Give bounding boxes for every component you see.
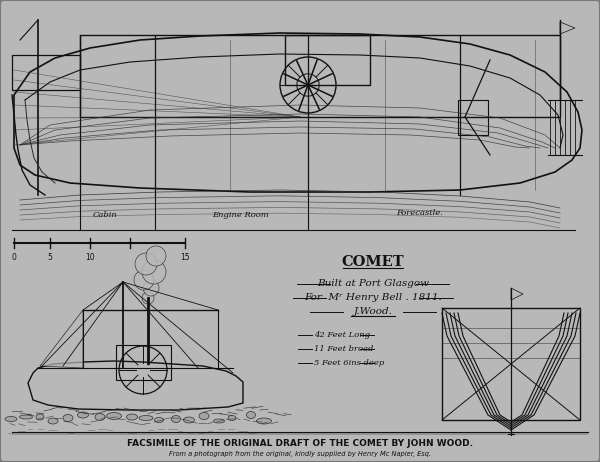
- Ellipse shape: [36, 414, 44, 420]
- Ellipse shape: [95, 413, 105, 420]
- Polygon shape: [40, 310, 83, 368]
- Bar: [285, 35, 370, 85]
- Circle shape: [135, 253, 157, 275]
- Ellipse shape: [228, 415, 236, 420]
- Ellipse shape: [5, 417, 17, 421]
- Circle shape: [134, 270, 154, 290]
- Text: Engine Room: Engine Room: [212, 211, 268, 219]
- Circle shape: [143, 280, 159, 296]
- Ellipse shape: [19, 415, 32, 419]
- Text: FACSIMILE OF THE ORIGINAL DRAFT OF THE COMET BY JOHN WOOD.: FACSIMILE OF THE ORIGINAL DRAFT OF THE C…: [127, 438, 473, 448]
- Ellipse shape: [184, 417, 194, 423]
- Circle shape: [142, 292, 154, 304]
- Text: J.Wood.: J.Wood.: [353, 308, 392, 316]
- Text: Forecastle.: Forecastle.: [397, 209, 443, 217]
- Text: 42 Feet Long: 42 Feet Long: [314, 331, 370, 339]
- Ellipse shape: [107, 413, 121, 419]
- Text: Cabin: Cabin: [92, 211, 118, 219]
- Bar: [80, 35, 560, 117]
- Ellipse shape: [48, 418, 58, 424]
- Ellipse shape: [247, 412, 256, 419]
- Circle shape: [146, 246, 166, 266]
- Text: 5: 5: [47, 253, 52, 261]
- Circle shape: [142, 260, 166, 284]
- Bar: [12, 55, 80, 90]
- Ellipse shape: [172, 415, 181, 423]
- Text: 11 Feet broad: 11 Feet broad: [314, 345, 373, 353]
- Text: From a photograph from the original, kindly supplied by Henry Mc Napier, Esq.: From a photograph from the original, kin…: [169, 451, 431, 457]
- Ellipse shape: [214, 419, 224, 423]
- Ellipse shape: [257, 418, 271, 424]
- Text: 10: 10: [85, 253, 95, 261]
- Text: 0: 0: [11, 253, 16, 261]
- Bar: [116, 345, 171, 380]
- Bar: [442, 308, 580, 420]
- Ellipse shape: [139, 415, 153, 420]
- Text: 15: 15: [180, 253, 190, 261]
- Text: COMET: COMET: [341, 255, 404, 269]
- Ellipse shape: [199, 413, 209, 419]
- Ellipse shape: [63, 414, 73, 421]
- Text: Built at Port Glasgow: Built at Port Glasgow: [317, 280, 429, 288]
- Ellipse shape: [155, 418, 163, 423]
- Ellipse shape: [127, 414, 137, 420]
- Text: 5 Feet 6ins deep: 5 Feet 6ins deep: [314, 359, 384, 367]
- Text: For  Mʳ Henry Bell . 1811.: For Mʳ Henry Bell . 1811.: [304, 293, 442, 303]
- Bar: [458, 100, 488, 135]
- Ellipse shape: [77, 412, 89, 418]
